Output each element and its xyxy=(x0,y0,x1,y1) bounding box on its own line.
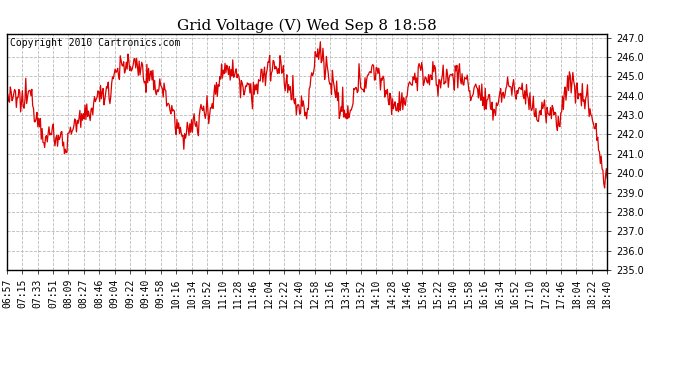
Title: Grid Voltage (V) Wed Sep 8 18:58: Grid Voltage (V) Wed Sep 8 18:58 xyxy=(177,18,437,33)
Text: Copyright 2010 Cartronics.com: Copyright 2010 Cartronics.com xyxy=(10,39,180,48)
